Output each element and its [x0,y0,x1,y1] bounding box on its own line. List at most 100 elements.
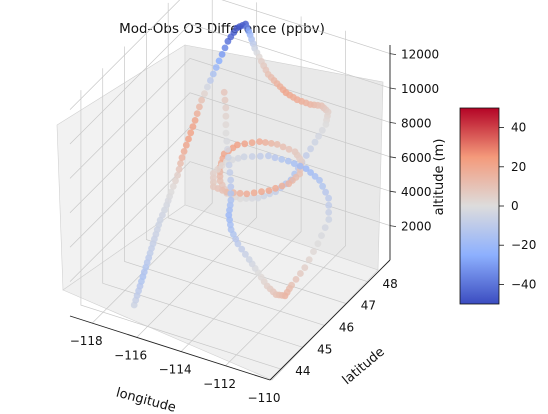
x-tick-label: −112 [203,377,236,391]
x-gridline [91,0,213,324]
colorbar: 40 20 0 −20 −40 [459,107,536,305]
data-point [241,140,249,148]
data-point [226,169,234,176]
data-point [196,103,203,111]
z-tick-label: 6000 [401,151,432,165]
z-gridline [69,58,391,179]
data-point [285,145,293,153]
z-axis-label: altitude (m) [432,139,447,216]
colorbar-tick-label: 40 [511,121,526,135]
y-gridline [102,68,303,348]
data-point [215,57,223,65]
data-point [201,90,208,97]
data-point [218,51,226,58]
data-point [238,245,246,253]
data-point [258,188,265,196]
data-point [167,188,175,196]
data-point [227,176,235,184]
data-point [292,276,300,283]
data-point [214,166,222,173]
data-point [243,190,251,198]
data-point [322,188,329,196]
data-point [305,256,313,263]
data-point [325,209,333,216]
data-point [250,189,258,197]
data-point [193,110,201,117]
z-tick-label: 2000 [401,220,432,234]
y-gridline [146,24,347,304]
colorbar-tick-label: −40 [511,277,536,291]
x-gridline [225,30,346,367]
data-point [222,129,230,137]
data-point [321,224,329,232]
data-point [311,138,319,146]
z-tick-label: 8000 [401,116,432,130]
data-point [319,182,326,190]
x-gridline [180,16,302,352]
data-point [182,141,190,149]
data-point [224,154,232,161]
data-point [325,216,333,223]
data-point [254,194,262,202]
data-point [302,152,310,159]
axes-panes [56,44,384,381]
data-point [322,121,330,128]
data-point [272,184,279,192]
colorbar-ticks: 40 20 0 −20 −40 [499,121,536,291]
data-point [242,250,249,258]
data-point [198,96,206,104]
data-point [175,165,183,173]
flight-track-points [130,20,333,309]
data-point [174,171,182,179]
axis-ticks: −118 −116 −114 −112 −110 44 45 46 47 48 2000 4000 60… [70,45,439,405]
data-point [290,160,298,168]
data-point [178,154,186,162]
z-gridline [69,161,391,282]
data-point [177,160,184,167]
z-tick-mark [389,53,397,55]
z-gridline [69,92,391,214]
colorbar-tick-label: −20 [511,238,536,252]
data-point [172,177,179,185]
data-point [180,148,188,155]
data-point [285,180,293,188]
data-point [185,135,192,143]
data-point [256,138,263,146]
data-point [318,126,326,134]
data-point [221,44,229,52]
z-tick-label: 4000 [401,185,432,199]
data-point [318,232,325,240]
data-point [262,139,269,146]
z-tick-mark [389,122,397,124]
data-point [284,157,292,165]
data-point [234,141,241,149]
y-axis-label: latitude [340,345,388,389]
z-tick-mark [389,156,397,159]
data-point [301,264,309,271]
data-point [278,156,286,163]
y-axis-line [269,259,391,381]
z-tick-label: 12000 [401,48,439,62]
x-tick-label: −114 [159,363,192,377]
chart-title: Mod-Obs O3 Difference (ppbv) [119,21,325,37]
data-point [209,70,217,78]
data-point [204,83,211,91]
x-axis-line [69,315,271,381]
data-point [212,64,220,71]
data-point [245,256,253,263]
data-point [223,137,231,145]
data-point [225,161,233,169]
data-point [159,211,166,219]
x-tick-label: −116 [114,348,147,362]
data-point [307,145,314,153]
y-gridline [80,90,282,370]
z-tick-mark [389,87,397,90]
data-point [225,211,233,219]
data-point [227,183,235,191]
data-point [207,77,214,84]
data-point [265,187,273,195]
data-point [296,162,304,170]
data-point [265,152,272,160]
data-point [227,190,235,197]
data-point [222,112,230,120]
